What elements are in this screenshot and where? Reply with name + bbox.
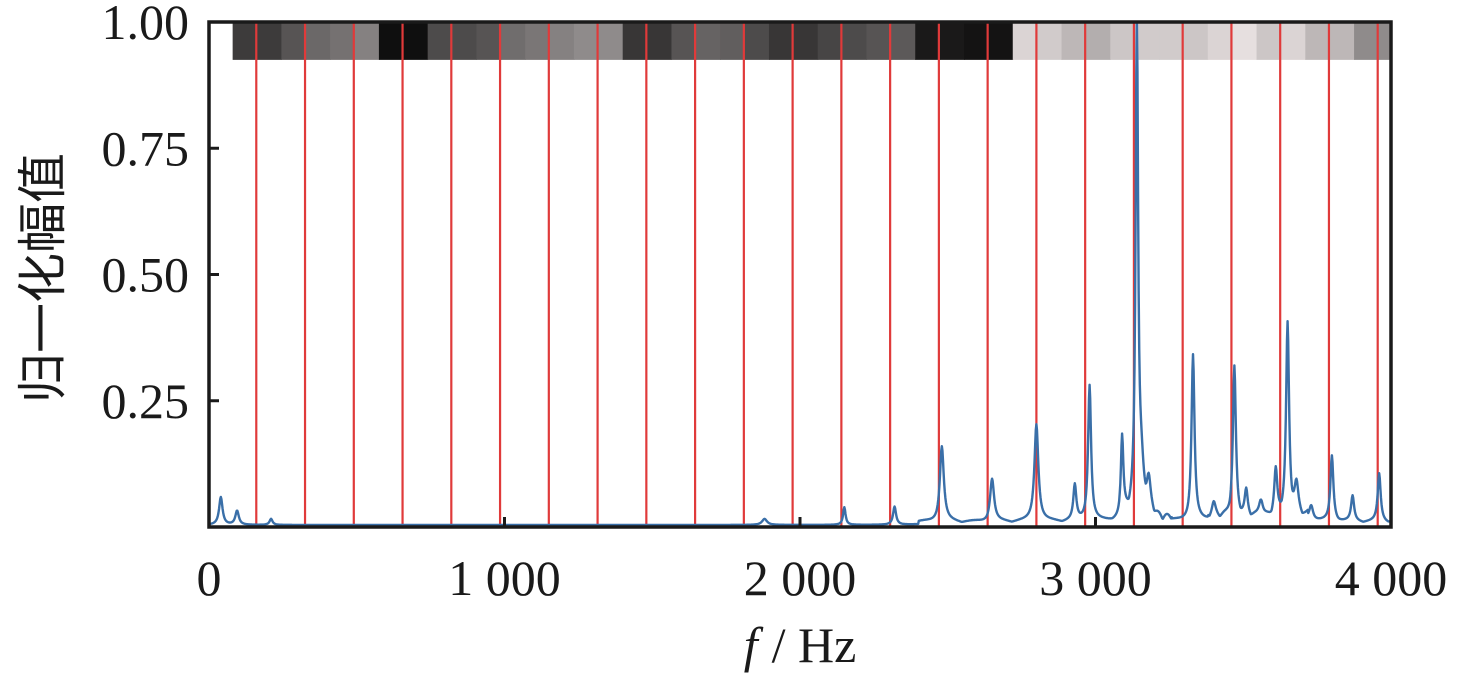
band-cell-5 xyxy=(354,22,380,60)
band-cell-2 xyxy=(281,22,307,60)
band-cell-20 xyxy=(720,22,746,60)
band-cell-10 xyxy=(476,22,502,60)
band-cell-1 xyxy=(257,22,282,60)
x-tick-label-2: 2 000 xyxy=(744,550,857,606)
band-cell-16 xyxy=(622,22,648,60)
plot-frame xyxy=(207,20,1393,529)
band-cell-33 xyxy=(1037,22,1063,60)
band-cell-13 xyxy=(549,22,575,60)
band-cell-40 xyxy=(1207,22,1233,60)
y-tick-label-0: 0.25 xyxy=(102,373,190,429)
band-cell-32 xyxy=(1012,22,1038,60)
band-cell-4 xyxy=(330,22,356,60)
band-cell-31 xyxy=(988,22,1014,60)
x-tick-label-3: 3 000 xyxy=(1039,550,1152,606)
band-cell-34 xyxy=(1061,22,1087,60)
band-cell-22 xyxy=(768,22,794,60)
band-cell-12 xyxy=(525,22,551,60)
band-cell-28 xyxy=(915,22,941,60)
axes xyxy=(207,20,1393,529)
band-cell-26 xyxy=(866,22,892,60)
band-cell-14 xyxy=(573,22,599,60)
band-cell-9 xyxy=(452,22,478,60)
band-cell-43 xyxy=(1280,22,1306,60)
band-cell-11 xyxy=(500,22,526,60)
band-cell-6 xyxy=(378,22,404,60)
band-cell-24 xyxy=(817,22,843,60)
band-cell-38 xyxy=(1159,22,1185,60)
band-cell-27 xyxy=(890,22,916,60)
band-cell-3 xyxy=(305,22,331,60)
band-cell-45 xyxy=(1329,22,1355,60)
x-axis-label-unit: / Hz xyxy=(772,617,857,673)
band-cell-0 xyxy=(232,22,258,60)
band-cell-25 xyxy=(842,22,868,60)
x-axis-label: f / Hz xyxy=(744,617,857,673)
y-tick-label-3: 1.00 xyxy=(102,0,190,50)
band-cell-29 xyxy=(939,22,965,60)
tick-labels: 0 1 000 2 000 3 000 4 000 0.25 0.50 0.75 1.00 xyxy=(102,0,1448,606)
series-layer xyxy=(208,20,1392,527)
band-cell-37 xyxy=(1134,22,1160,60)
band-cell-41 xyxy=(1232,22,1258,60)
band-cell-19 xyxy=(695,22,721,60)
band-cell-18 xyxy=(671,22,697,60)
y-axis-label: 归一化幅值 xyxy=(15,153,71,403)
band-cell-23 xyxy=(793,22,819,60)
band-cell-35 xyxy=(1085,22,1111,60)
band-cell-17 xyxy=(647,22,673,60)
x-tick-label-0: 0 xyxy=(197,550,222,606)
band-cell-36 xyxy=(1110,22,1136,60)
y-tick-label-2: 0.75 xyxy=(102,120,190,176)
band-cell-39 xyxy=(1183,22,1209,60)
band-cell-7 xyxy=(403,22,429,60)
band-cell-42 xyxy=(1256,22,1282,60)
band-cell-47 xyxy=(1378,22,1392,60)
band-cell-21 xyxy=(744,22,770,60)
y-tick-label-1: 0.50 xyxy=(102,247,190,303)
boundary-lines xyxy=(255,22,1379,527)
band-cell-46 xyxy=(1354,22,1380,60)
x-tick-label-4: 4 000 xyxy=(1335,550,1448,606)
x-tick-label-1: 1 000 xyxy=(448,550,561,606)
x-axis-label-var: f xyxy=(744,617,764,673)
band-cell-44 xyxy=(1305,22,1331,60)
band-cell-15 xyxy=(598,22,624,60)
band-cell-30 xyxy=(964,22,989,60)
spectrum-line-0 xyxy=(208,20,1392,527)
band-strip xyxy=(232,22,1392,60)
band-cell-8 xyxy=(427,22,453,60)
